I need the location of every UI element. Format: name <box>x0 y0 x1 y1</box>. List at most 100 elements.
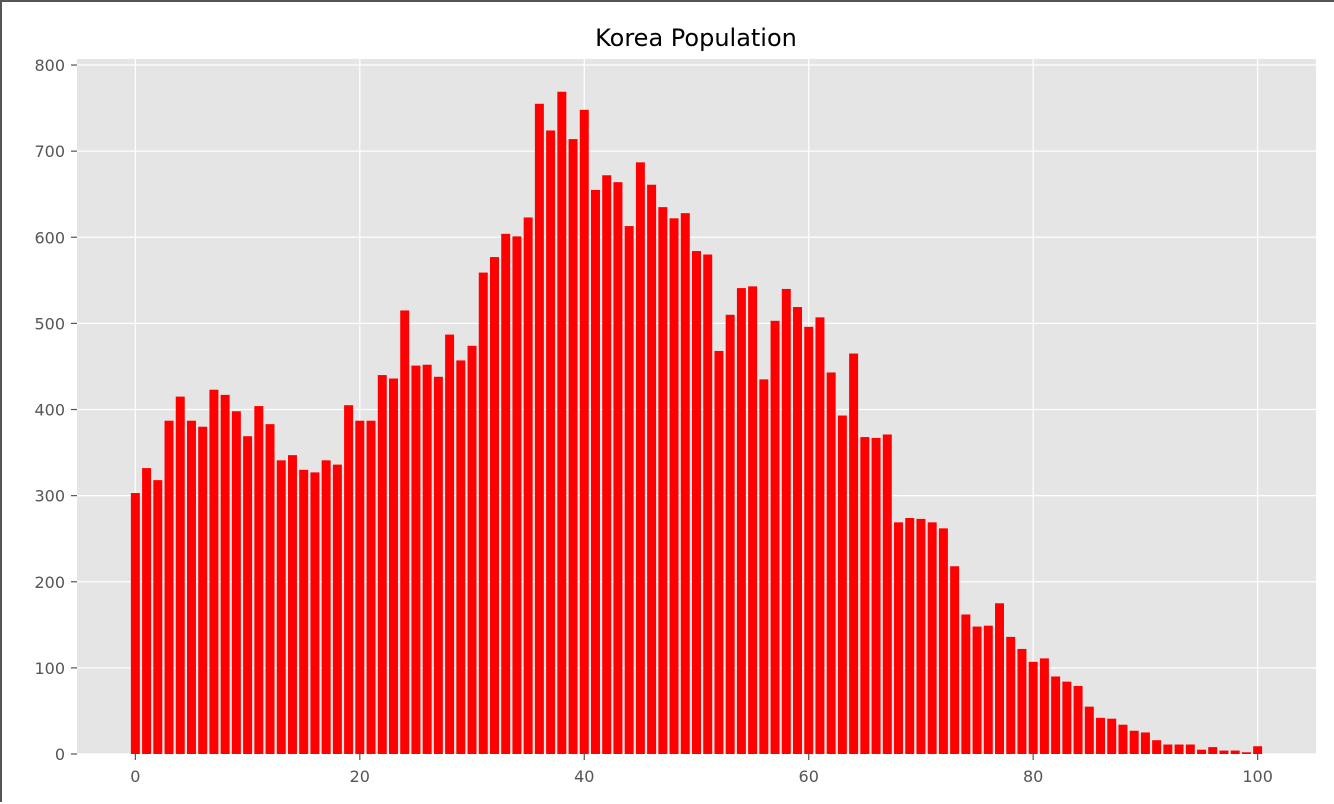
bar <box>1006 636 1016 754</box>
bar <box>175 396 185 754</box>
bar <box>1062 681 1072 754</box>
bar <box>916 518 926 754</box>
bar <box>905 518 915 754</box>
bar <box>624 226 634 755</box>
bar <box>725 314 735 754</box>
bar <box>871 437 881 754</box>
bar <box>714 350 724 754</box>
y-tick-label: 800 <box>34 56 65 75</box>
bar <box>209 389 219 754</box>
bar <box>557 91 567 755</box>
bar <box>1129 730 1139 754</box>
bar <box>1140 732 1150 754</box>
bar <box>422 364 432 754</box>
bar <box>186 420 196 754</box>
bar <box>243 436 253 754</box>
bar <box>276 460 286 754</box>
bar <box>894 522 903 754</box>
bar <box>658 207 668 754</box>
bar <box>669 218 679 755</box>
bar <box>1118 724 1128 754</box>
bar <box>467 345 477 754</box>
bar <box>1185 744 1195 754</box>
bar <box>983 625 993 754</box>
bar <box>1230 750 1240 754</box>
bar <box>478 272 488 754</box>
x-tick-label: 40 <box>574 767 594 786</box>
bar <box>1208 747 1218 754</box>
bar <box>950 566 960 754</box>
bar <box>1219 750 1229 754</box>
bar <box>826 372 836 754</box>
y-tick-label: 0 <box>55 745 65 764</box>
bar <box>1197 749 1207 754</box>
bar <box>568 139 578 754</box>
bar <box>1253 746 1263 754</box>
bar <box>142 468 152 754</box>
y-tick-label: 600 <box>34 228 65 247</box>
bar <box>1039 658 1049 754</box>
bar <box>523 217 533 754</box>
bar <box>882 434 892 754</box>
bar <box>198 426 208 754</box>
axis-ticks: 0 20 40 60 80 100 0 100 200 300 400 500 600 700 800 <box>34 56 1272 786</box>
bar <box>501 233 511 754</box>
bar <box>310 472 320 754</box>
bar <box>433 376 443 754</box>
bar <box>377 375 387 754</box>
bar <box>1096 717 1106 754</box>
bar <box>1073 685 1083 754</box>
bar <box>546 130 556 755</box>
bar <box>1084 706 1094 754</box>
bar <box>287 455 297 754</box>
bar <box>456 360 466 754</box>
bar <box>1152 740 1162 754</box>
bar <box>344 405 354 754</box>
y-tick-label: 300 <box>34 487 65 506</box>
bar <box>736 288 746 754</box>
bar <box>220 394 230 754</box>
x-tick-label: 20 <box>350 767 370 786</box>
bar <box>1051 676 1061 754</box>
bar <box>388 378 398 754</box>
bar <box>231 411 241 754</box>
bar <box>703 254 713 754</box>
bar <box>927 522 937 754</box>
bar <box>972 626 982 754</box>
bar <box>759 379 769 754</box>
bar <box>849 353 859 754</box>
bar <box>164 420 174 754</box>
bar <box>332 464 342 754</box>
bar <box>299 469 309 754</box>
bar <box>613 182 623 754</box>
bar <box>579 109 589 754</box>
bar <box>265 424 275 754</box>
bar <box>321 460 331 754</box>
bar <box>647 184 657 754</box>
bar <box>153 480 163 754</box>
bar <box>445 334 455 754</box>
bar <box>602 175 612 755</box>
bar <box>860 437 870 754</box>
bar <box>1241 752 1251 754</box>
bar <box>1163 744 1173 754</box>
bar <box>130 493 140 754</box>
bar <box>635 162 645 755</box>
bar <box>781 288 791 754</box>
bar <box>804 326 814 754</box>
bar <box>837 415 847 754</box>
bar <box>411 365 421 754</box>
y-tick-label: 400 <box>34 401 65 420</box>
bar <box>512 236 522 754</box>
x-tick-label: 0 <box>130 767 140 786</box>
bar <box>995 603 1005 754</box>
y-tick-label: 100 <box>34 659 65 678</box>
bar <box>1174 744 1184 754</box>
bar <box>793 307 802 754</box>
bar <box>254 406 264 754</box>
bar <box>355 420 365 754</box>
bar <box>534 103 544 755</box>
bar <box>680 213 690 755</box>
